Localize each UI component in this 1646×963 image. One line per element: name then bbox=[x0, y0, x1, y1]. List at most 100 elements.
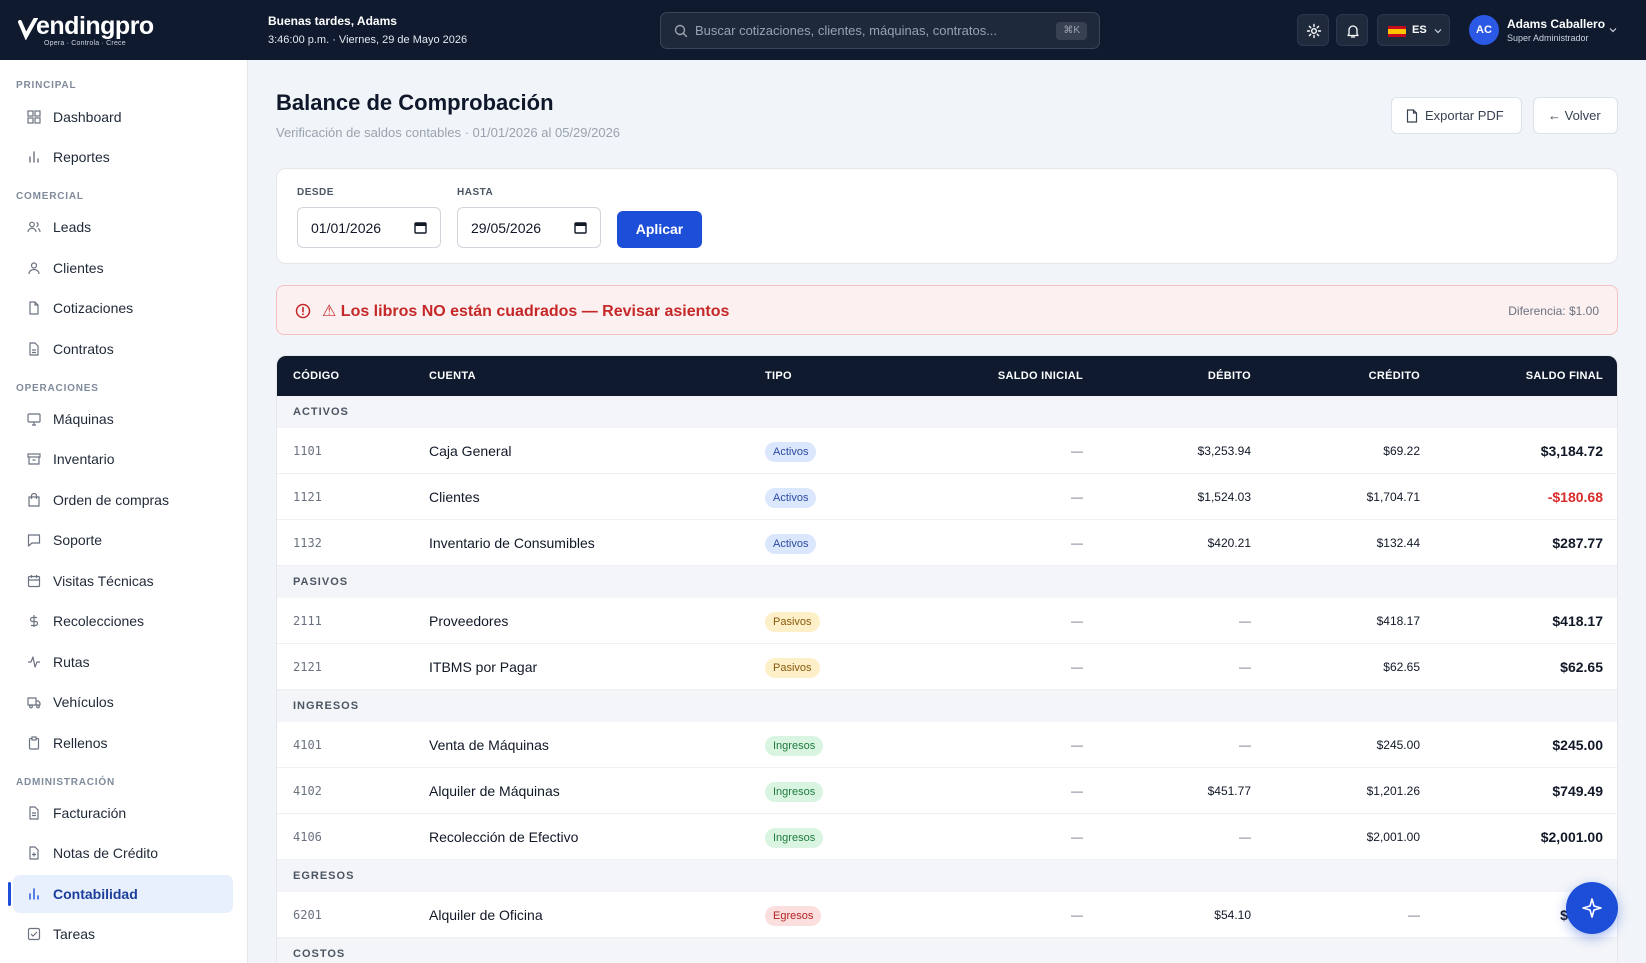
column-header-debit: DÉBITO bbox=[1207, 370, 1251, 382]
dollar-icon bbox=[29, 615, 39, 627]
final-balance: $287.77 bbox=[1552, 535, 1603, 551]
gear-icon bbox=[1306, 23, 1322, 39]
account-code: 1121 bbox=[293, 490, 322, 504]
sidebar-item-recolecciones[interactable]: Recolecciones bbox=[13, 602, 233, 640]
table-row[interactable]: 2121 ITBMS por Pagar Pasivos — — $62.65 $62.65 bbox=[277, 644, 1617, 690]
initial-balance: — bbox=[1071, 660, 1083, 674]
sidebar-item-reportes[interactable]: Reportes bbox=[13, 138, 233, 176]
sparkle-icon bbox=[1582, 898, 1602, 918]
sidebar-item-leads[interactable]: Leads bbox=[13, 208, 233, 246]
calendar-icon[interactable] bbox=[414, 221, 427, 234]
calendar-icon[interactable] bbox=[574, 221, 587, 234]
sidebar-item-tareas[interactable]: Tareas bbox=[13, 915, 233, 953]
debit-amount: — bbox=[1239, 660, 1251, 674]
chevron-down-icon[interactable] bbox=[1608, 26, 1618, 34]
account-code: 2111 bbox=[293, 614, 322, 628]
sidebar-item-label: Reportes bbox=[53, 149, 110, 165]
global-search[interactable]: ⌘K bbox=[660, 12, 1100, 49]
datetime-text: 3:46:00 p.m. · Viernes, 29 de Mayo 2026 bbox=[268, 34, 468, 46]
sidebar-item-rutas[interactable]: Rutas bbox=[13, 643, 233, 681]
debit-amount: $451.77 bbox=[1207, 784, 1251, 798]
user-menu[interactable]: Adams Caballero Super Administrador bbox=[1507, 17, 1605, 43]
table-row[interactable]: 4101 Venta de Máquinas Ingresos — — $245.00 $2… bbox=[277, 722, 1617, 768]
sidebar-item-maquinas[interactable]: Máquinas bbox=[13, 400, 233, 438]
sidebar-item-orden-de-compras[interactable]: Orden de compras bbox=[13, 481, 233, 519]
sidebar-item-contratos[interactable]: Contratos bbox=[13, 330, 233, 368]
from-date-input[interactable]: 01/01/2026 bbox=[297, 207, 441, 248]
account-type-badge: Pasivos bbox=[765, 658, 820, 678]
table-header: CÓDIGO CUENTA TIPO SALDO INICIAL DÉBITO … bbox=[277, 356, 1617, 396]
column-header-credit: CRÉDITO bbox=[1368, 370, 1420, 382]
user-role: Super Administrador bbox=[1507, 33, 1589, 43]
sidebar-item-label: Inventario bbox=[53, 451, 115, 467]
sidebar-item-label: Notas de Crédito bbox=[53, 845, 159, 861]
search-input[interactable] bbox=[695, 13, 1035, 48]
notifications-button[interactable] bbox=[1336, 14, 1368, 46]
back-button[interactable]: ← Volver bbox=[1533, 97, 1618, 134]
sidebar-section-title: COMERCIAL bbox=[16, 191, 84, 202]
brand-logo[interactable]: endingpro Opera · Controla · Crece bbox=[18, 10, 168, 50]
account-name: Caja General bbox=[429, 443, 512, 459]
checkbox-icon bbox=[27, 927, 41, 941]
sidebar-item-vehiculos[interactable]: Vehículos bbox=[13, 683, 233, 721]
account-code: 4106 bbox=[293, 830, 322, 844]
settings-button[interactable] bbox=[1297, 14, 1329, 46]
group-name: EGRESOS bbox=[293, 870, 355, 882]
table-row[interactable]: 4106 Recolección de Efectivo Ingresos — — $2,… bbox=[277, 814, 1617, 860]
credit-amount: $418.17 bbox=[1376, 614, 1420, 628]
table-row[interactable]: 1101 Caja General Activos — $3,253.94 $69.22 $… bbox=[277, 428, 1617, 474]
apply-button[interactable]: Aplicar bbox=[617, 211, 702, 248]
debit-amount: — bbox=[1239, 614, 1251, 628]
language-selector[interactable]: ES bbox=[1377, 14, 1450, 46]
page-subtitle: Verificación de saldos contables · 01/01… bbox=[276, 125, 621, 140]
sidebar-item-facturacion[interactable]: Facturación bbox=[13, 794, 233, 832]
document-icon bbox=[29, 806, 39, 820]
account-name: Alquiler de Máquinas bbox=[429, 783, 560, 799]
avatar[interactable]: AC bbox=[1469, 15, 1499, 45]
table-row[interactable]: 1132 Inventario de Consumibles Activos — $42… bbox=[277, 520, 1617, 566]
final-balance: $749.49 bbox=[1552, 783, 1603, 799]
activity-icon bbox=[28, 656, 40, 668]
sidebar-item-inventario[interactable]: Inventario bbox=[13, 440, 233, 478]
account-code: 4101 bbox=[293, 738, 322, 752]
final-balance: $2,001.00 bbox=[1540, 829, 1603, 845]
sidebar-item-notas-de-credito[interactable]: Notas de Crédito bbox=[13, 834, 233, 872]
table-row[interactable]: 4102 Alquiler de Máquinas Ingresos — $451.77… bbox=[277, 768, 1617, 814]
to-date-input[interactable]: 29/05/2026 bbox=[457, 207, 601, 248]
bar-chart-icon bbox=[29, 151, 39, 163]
top-bar: endingpro Opera · Controla · Crece Buena… bbox=[0, 0, 1646, 60]
account-name: Inventario de Consumibles bbox=[429, 535, 595, 551]
initial-balance: — bbox=[1071, 444, 1083, 458]
assistant-fab-button[interactable] bbox=[1566, 882, 1618, 934]
sidebar-item-clientes[interactable]: Clientes bbox=[13, 249, 233, 287]
initial-balance: — bbox=[1071, 908, 1083, 922]
sidebar-item-dashboard[interactable]: Dashboard bbox=[13, 98, 233, 136]
account-type-badge: Ingresos bbox=[765, 828, 824, 848]
sidebar-item-label: Leads bbox=[53, 219, 92, 235]
shopping-bag-icon bbox=[28, 493, 40, 507]
credit-amount: $132.44 bbox=[1376, 536, 1420, 550]
debit-amount: $1,524.03 bbox=[1197, 490, 1251, 504]
account-type-badge: Activos bbox=[765, 534, 817, 554]
table-row[interactable]: 2111 Proveedores Pasivos — — $418.17 $418.17 bbox=[277, 598, 1617, 644]
account-name: ITBMS por Pagar bbox=[429, 659, 538, 675]
sidebar-item-label: Facturación bbox=[53, 805, 127, 821]
brand-name: endingpro bbox=[36, 12, 154, 40]
sidebar-item-visitas-tecnicas[interactable]: Visitas Técnicas bbox=[13, 562, 233, 600]
account-code: 2121 bbox=[293, 660, 322, 674]
account-type-badge: Ingresos bbox=[765, 782, 824, 802]
credit-amount: $1,704.71 bbox=[1366, 490, 1420, 504]
sidebar-item-label: Dashboard bbox=[53, 109, 122, 125]
sidebar-item-contabilidad[interactable]: Contabilidad bbox=[13, 875, 233, 913]
table-row[interactable]: 1121 Clientes Activos — $1,524.03 $1,704.71 -$… bbox=[277, 474, 1617, 520]
chevron-down-icon bbox=[1434, 29, 1442, 34]
users-icon bbox=[27, 221, 41, 233]
account-code: 1132 bbox=[293, 536, 322, 550]
sidebar-item-cotizaciones[interactable]: Cotizaciones bbox=[13, 289, 233, 327]
sidebar-item-rellenos[interactable]: Rellenos bbox=[13, 724, 233, 762]
initial-balance: — bbox=[1071, 784, 1083, 798]
sidebar-item-soporte[interactable]: Soporte bbox=[13, 521, 233, 559]
export-pdf-button[interactable]: Exportar PDF bbox=[1391, 97, 1522, 134]
account-type-badge: Ingresos bbox=[765, 736, 824, 756]
